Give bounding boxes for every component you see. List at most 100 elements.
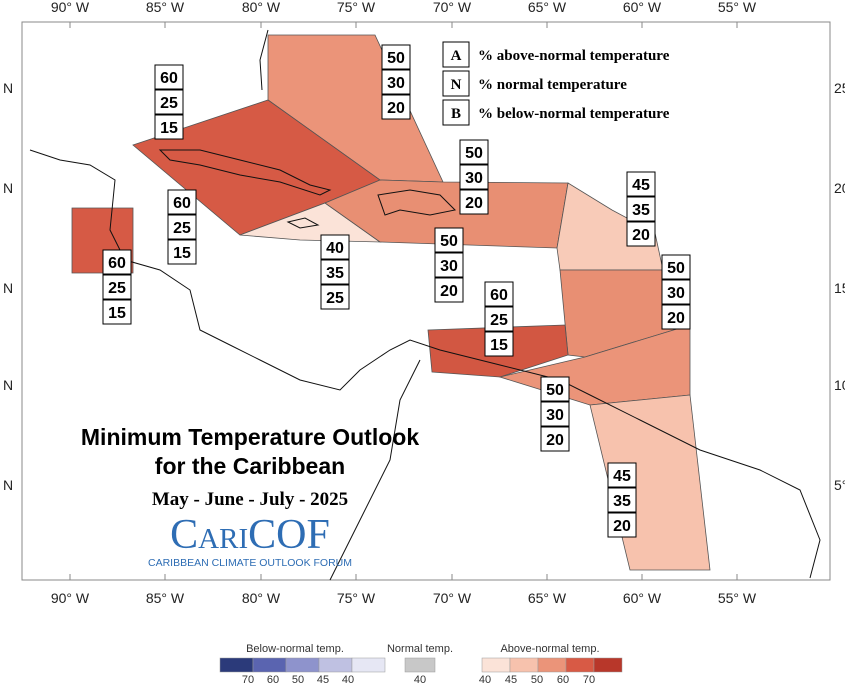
key-legend: A % above-normal temperature N % normal tem… [442,41,670,126]
title-line2: for the Caribbean [155,453,345,479]
season: May - June - July - 2025 [152,489,348,510]
colorbar-tick: 40 [479,674,491,684]
key-text: % normal temperature [478,77,627,93]
coast-cuba [158,149,332,196]
prob-value: 40 [326,240,344,257]
colorbar-swatch [404,657,436,673]
prob-cell [381,94,411,120]
coast-hispaniola [377,189,457,216]
colorbar-swatch [252,657,287,673]
top-lon-label: 65° W [528,0,567,15]
prob-value: 30 [546,407,564,424]
key-text: % below-normal temperature [478,106,670,122]
prob-cell [102,249,132,275]
bottom-lon-label: 60° W [623,590,662,606]
prob-cell [484,306,514,332]
left-lat-label: N [3,377,13,393]
prob-value: 25 [490,312,508,329]
colorbar-swatch [593,657,623,673]
key-box [442,70,470,97]
prob-cell [540,376,570,402]
colorbar-title: Above-normal temp. [500,643,599,655]
logo-subtitle: CARIBBEAN CLIMATE OUTLOOK FORUM [148,557,352,569]
title-line1: Minimum Temperature Outlook [81,424,419,450]
colorbar-swatch [351,657,386,673]
colorbar-tick: 40 [342,674,354,684]
logo: CariCOF [170,512,330,558]
prob-cell [607,512,637,538]
prob-value: 30 [440,258,458,275]
prob-value: 15 [173,245,191,262]
prob-cell [626,171,656,197]
top-lon-label: 70° W [433,0,472,15]
right-lat-label: 25° [834,80,845,96]
bottom-lon-label: 90° W [51,590,90,606]
colorbar-tick: 70 [583,674,595,684]
prob-value: 15 [160,120,178,137]
prob-value: 15 [490,337,508,354]
colorbar-swatch [285,657,320,673]
prob-value: 50 [546,382,564,399]
prob-cell [540,401,570,427]
key-letter: A [451,48,462,64]
right-lat-label: 5° [834,477,845,493]
prob-value: 20 [632,227,650,244]
key-letter: N [451,77,462,93]
colorbar-tick: 60 [267,674,279,684]
colorbar-tick: 50 [292,674,304,684]
left-lat-label: N [3,180,13,196]
coast-jamaica [286,217,320,229]
colorbar-tick: 45 [505,674,517,684]
prob-cell [102,274,132,300]
prob-value: 30 [465,170,483,187]
colorbar-tick: 60 [557,674,569,684]
prob-cell [154,114,184,140]
prob-value: 60 [160,70,178,87]
bottom-lon-label: 85° W [146,590,185,606]
prob-cell [661,279,691,305]
prob-value: 45 [613,468,631,485]
prob-cell [607,462,637,488]
prob-value: 60 [490,287,508,304]
prob-value: 25 [108,280,126,297]
colorbar-tick: 40 [414,674,426,684]
prob-value: 25 [326,290,344,307]
prob-value: 20 [667,310,685,327]
prob-value: 50 [387,50,405,67]
bottom-lon-label: 80° W [242,590,281,606]
top-lon-label: 80° W [242,0,281,15]
left-lat-label: N [3,477,13,493]
prob-cell [626,221,656,247]
prob-cell [167,214,197,240]
right-lat-label: 20° [834,180,845,196]
colorbar-title: Normal temp. [387,643,453,655]
bottom-lon-label: 55° W [718,590,757,606]
colorbar-swatch [509,657,539,673]
prob-value: 50 [667,260,685,277]
colorbar-tick: 45 [317,674,329,684]
prob-value: 20 [440,283,458,300]
prob-cell [607,487,637,513]
right-lat-label: 15° [834,280,845,296]
prob-cell [540,426,570,452]
key-box [442,99,470,126]
prob-value: 20 [465,195,483,212]
top-lon-label: 85° W [146,0,185,15]
top-lon-label: 75° W [337,0,376,15]
prob-value: 50 [465,145,483,162]
prob-cell [320,284,350,310]
left-lat-label: N [3,80,13,96]
prob-value: 30 [387,75,405,92]
right-lat-label: 10° [834,377,845,393]
prob-value: 20 [387,100,405,117]
colorbar-swatch [565,657,595,673]
prob-value: 35 [326,265,344,282]
prob-value: 25 [160,95,178,112]
prob-value: 20 [546,432,564,449]
prob-cell [320,259,350,285]
prob-cell [167,189,197,215]
outlook-regions [71,34,711,571]
prob-value: 60 [173,195,191,212]
